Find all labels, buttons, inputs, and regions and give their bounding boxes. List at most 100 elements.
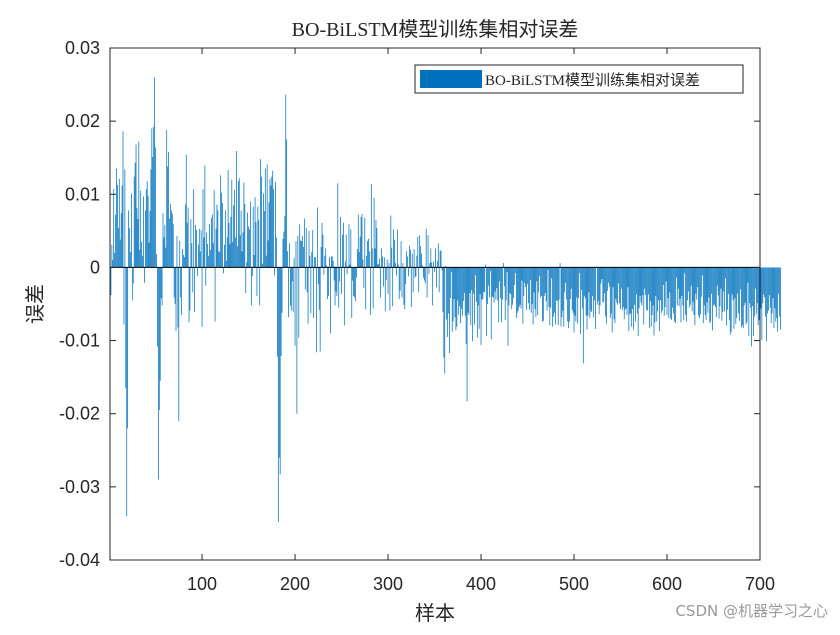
bar: [441, 267, 443, 271]
bar: [526, 267, 527, 310]
bar: [470, 267, 472, 326]
bar: [704, 267, 706, 315]
bar: [463, 267, 465, 294]
bar: [322, 234, 324, 268]
bar: [130, 252, 131, 268]
bar: [768, 267, 769, 311]
bar: [606, 267, 607, 324]
bar: [574, 267, 576, 316]
bar: [768, 267, 770, 296]
bar: [224, 210, 226, 268]
bar: [284, 216, 286, 268]
bar: [136, 208, 138, 268]
bar: [633, 267, 634, 330]
bar: [193, 189, 195, 268]
x-tick-label: 200: [280, 574, 310, 594]
bar: [762, 267, 764, 304]
bar: [563, 267, 565, 327]
bar: [139, 249, 141, 268]
bar: [374, 248, 376, 268]
bar: [635, 267, 636, 322]
bar: [377, 264, 379, 268]
bar: [695, 267, 697, 294]
bar: [645, 267, 646, 296]
bar: [701, 267, 702, 297]
bar: [681, 267, 683, 296]
bar: [719, 267, 721, 307]
bar: [222, 203, 223, 268]
bar: [722, 267, 724, 313]
bar: [172, 224, 174, 268]
bar: [202, 189, 204, 268]
bar: [482, 267, 484, 299]
bar: [732, 267, 734, 301]
bar: [121, 185, 123, 268]
watermark: CSDN @机器学习之心: [675, 602, 828, 620]
bar: [489, 267, 491, 272]
bar: [518, 267, 520, 307]
bar: [356, 249, 358, 268]
bar: [264, 168, 266, 268]
bar: [187, 207, 189, 268]
bar: [268, 202, 270, 268]
bar: [522, 267, 524, 324]
bar: [335, 267, 337, 292]
bar: [648, 267, 650, 329]
bar: [317, 267, 319, 285]
bar: [240, 210, 242, 268]
x-tick-label: 400: [466, 574, 496, 594]
bar: [185, 154, 187, 268]
bar: [175, 267, 177, 332]
bar: [169, 218, 170, 268]
bar: [433, 261, 434, 268]
bar: [401, 267, 403, 298]
bar: [334, 267, 336, 306]
bar: [661, 267, 663, 311]
bar: [287, 251, 288, 268]
bar: [657, 267, 659, 312]
bar: [449, 267, 450, 354]
bar: [735, 267, 737, 324]
bar: [379, 258, 381, 268]
bar: [599, 267, 601, 306]
bar: [516, 267, 518, 313]
bar: [344, 261, 346, 268]
bar: [474, 267, 475, 325]
bar: [698, 267, 699, 316]
bar: [409, 245, 410, 268]
bar: [523, 267, 525, 296]
bar: [684, 267, 686, 274]
bar: [124, 169, 126, 268]
bar: [538, 267, 540, 293]
bar: [610, 267, 612, 314]
bar: [208, 255, 209, 268]
bar: [556, 267, 558, 302]
bar: [135, 144, 137, 268]
bar: [217, 210, 219, 268]
bar: [206, 232, 208, 268]
x-tick-label: 700: [745, 574, 775, 594]
bar: [435, 248, 436, 268]
bar: [266, 164, 268, 268]
bar: [157, 267, 158, 347]
bar: [396, 267, 397, 276]
bar: [728, 267, 729, 294]
bar: [743, 267, 745, 306]
bar: [207, 244, 209, 268]
bar: [296, 267, 298, 414]
bar: [203, 237, 205, 268]
bar: [780, 267, 781, 330]
bar: [767, 267, 768, 314]
bar: [422, 265, 423, 268]
bar: [763, 267, 765, 295]
bar: [290, 267, 292, 311]
bar: [447, 267, 448, 337]
bar: [577, 267, 579, 324]
bar: [764, 267, 766, 298]
bar: [281, 267, 283, 313]
bar: [336, 267, 338, 296]
bar: [752, 267, 753, 307]
bar: [265, 255, 267, 268]
